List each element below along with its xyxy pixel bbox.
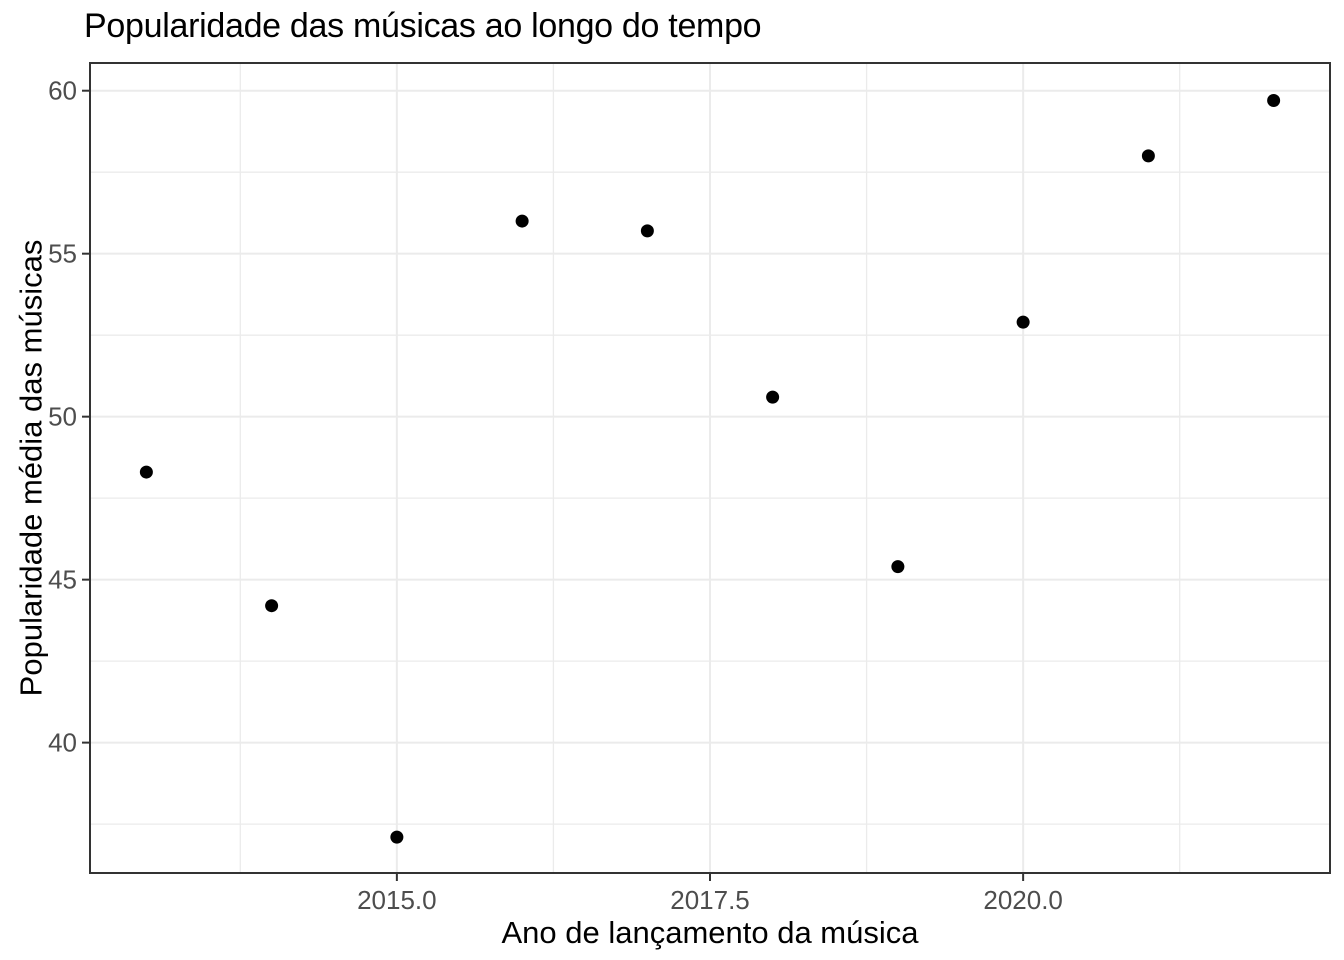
data-point <box>1016 315 1030 329</box>
x-tick-label: 2020.0 <box>983 885 1063 915</box>
y-tick-label: 50 <box>48 402 77 432</box>
data-point <box>139 465 153 479</box>
panel-border <box>89 62 1331 874</box>
data-point <box>1267 93 1281 107</box>
y-tick-label: 55 <box>48 239 77 269</box>
data-point <box>640 224 654 238</box>
data-point <box>390 830 404 844</box>
data-point <box>766 390 780 404</box>
data-point <box>1141 149 1155 163</box>
x-tick-label: 2017.5 <box>670 885 750 915</box>
y-tick-label: 40 <box>48 728 77 758</box>
plot-title: Popularidade das músicas ao longo do tem… <box>84 7 762 45</box>
y-axis-title: Popularidade média das músicas <box>13 239 49 697</box>
x-tick-label: 2015.0 <box>357 885 437 915</box>
data-point <box>891 560 905 574</box>
data-point <box>265 599 279 613</box>
y-tick-label: 60 <box>48 76 77 106</box>
x-axis-title: Ano de lançamento da música <box>501 915 919 950</box>
y-tick-label: 45 <box>48 565 77 595</box>
data-point <box>515 214 529 228</box>
